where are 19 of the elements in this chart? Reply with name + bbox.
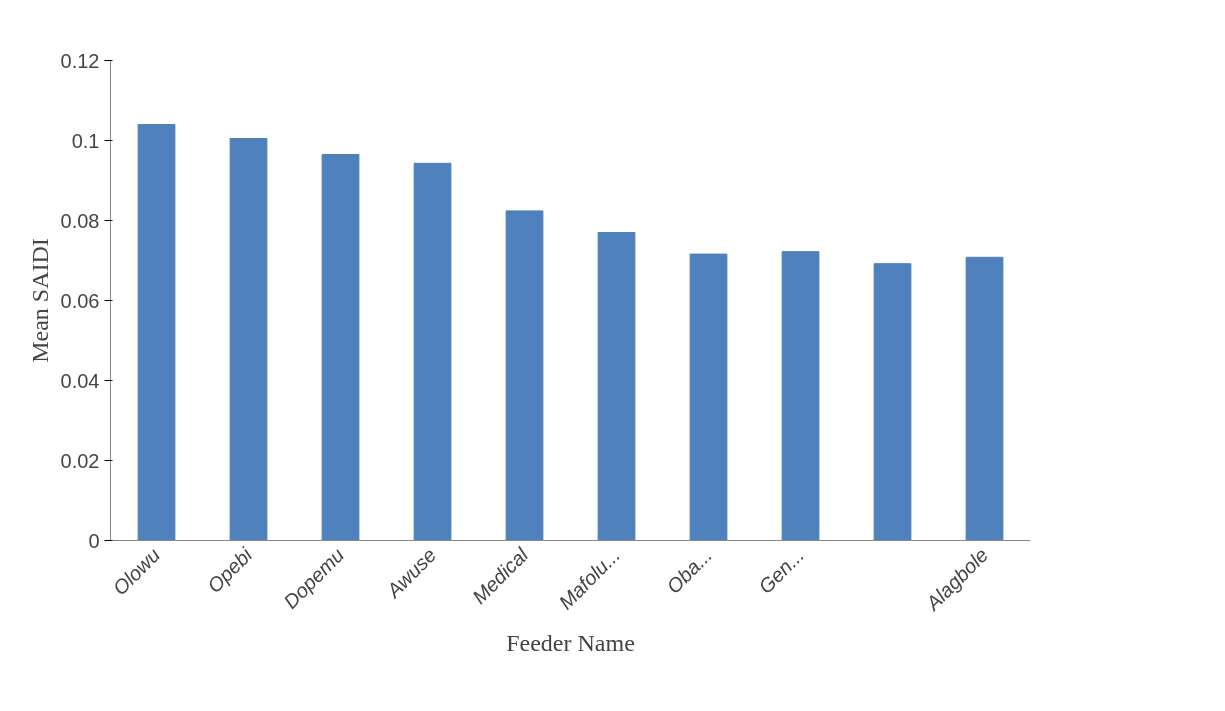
bar xyxy=(597,232,636,541)
bar xyxy=(137,124,176,541)
bar xyxy=(781,251,820,541)
y-tick-label: 0.02 xyxy=(60,449,100,472)
y-axis-title: Mean SAIDI xyxy=(26,238,53,363)
y-tick-label: 0.06 xyxy=(60,289,100,312)
bar xyxy=(413,162,452,541)
x-axis-title: Feeder Name xyxy=(506,630,635,657)
bar xyxy=(689,253,728,541)
y-tick-label: 0.04 xyxy=(60,369,100,392)
bar xyxy=(321,154,360,541)
y-tick-label: 0.1 xyxy=(71,129,100,152)
y-tick-label: 0.12 xyxy=(60,49,100,72)
y-tick-label: 0 xyxy=(88,529,100,552)
bar xyxy=(873,263,912,541)
y-tick-label: 0.08 xyxy=(60,209,100,232)
bar xyxy=(965,256,1004,541)
bar xyxy=(505,210,544,541)
bar xyxy=(229,138,268,541)
